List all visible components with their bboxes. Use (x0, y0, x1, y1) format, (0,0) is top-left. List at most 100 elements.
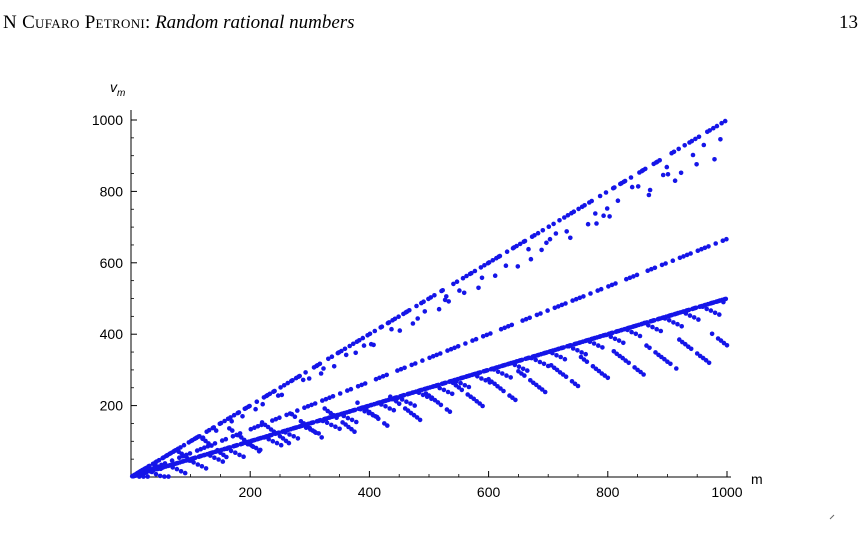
data-point (408, 401, 413, 406)
data-point (563, 374, 569, 380)
data-point (702, 245, 708, 251)
data-point (470, 338, 475, 343)
running-head: N Cufaro Petroni: Random rational number… (3, 12, 858, 36)
data-point (248, 426, 254, 432)
data-point (177, 455, 182, 461)
data-point (659, 262, 665, 268)
data-point (145, 474, 150, 479)
data-point (404, 399, 409, 405)
data-point (564, 229, 569, 234)
data-point (422, 309, 428, 314)
data-point (413, 361, 418, 366)
data-point (652, 318, 657, 323)
data-point (612, 336, 618, 342)
data-point (241, 454, 246, 460)
data-point (579, 350, 584, 355)
data-point (577, 295, 583, 301)
data-point (444, 294, 449, 299)
data-point (484, 332, 490, 338)
data-point (585, 221, 591, 227)
x-tick-label: 600 (477, 484, 501, 500)
data-point (514, 243, 519, 249)
data-point (297, 373, 303, 379)
data-point (598, 286, 604, 292)
data-point (522, 238, 528, 244)
data-point (398, 366, 404, 372)
data-point (515, 264, 521, 269)
data-point (588, 291, 593, 296)
data-point (607, 214, 612, 219)
data-point (319, 435, 325, 440)
data-point (337, 426, 342, 432)
data-point (629, 184, 635, 190)
data-point (284, 412, 289, 418)
x-tick-label: 200 (239, 484, 263, 500)
data-point (699, 246, 704, 252)
data-point (295, 408, 300, 413)
data-point (563, 301, 568, 306)
data-point (594, 221, 599, 226)
data-point (455, 344, 461, 349)
axes: 200 200 400 400 600 600 800 800 1000 1000 (92, 110, 743, 500)
data-point (575, 383, 581, 389)
data-point (169, 458, 175, 463)
data-point (323, 396, 329, 402)
data-point (691, 315, 697, 320)
data-point (622, 178, 628, 184)
data-point (285, 380, 291, 386)
data-point (270, 418, 275, 423)
data-point (500, 371, 505, 376)
data-point (254, 399, 260, 405)
data-point (633, 331, 639, 337)
data-point (352, 407, 358, 413)
data-point (609, 282, 615, 288)
data-point (647, 345, 652, 351)
data-point (436, 306, 442, 312)
data-point (348, 386, 354, 392)
data-point (541, 361, 547, 367)
data-point (247, 403, 252, 409)
data-point (694, 162, 699, 167)
data-point (373, 376, 379, 382)
data-point (696, 317, 701, 322)
data-point (329, 422, 334, 428)
data-point (466, 384, 472, 390)
data-point (237, 431, 243, 436)
data-point (508, 375, 513, 380)
data-point (379, 324, 385, 330)
data-point (277, 415, 282, 421)
data-point (582, 203, 587, 208)
data-point (666, 318, 672, 323)
data-point (302, 405, 307, 411)
y-tick-label: 400 (100, 326, 124, 342)
axis-labels: vm m (110, 79, 763, 487)
data-point (195, 462, 201, 467)
data-point (712, 310, 718, 316)
data-point (631, 274, 636, 279)
data-point (478, 370, 483, 375)
data-point (252, 425, 257, 431)
data-point (391, 407, 397, 413)
data-point (605, 375, 611, 381)
data-point (479, 376, 484, 381)
data-point (690, 152, 696, 158)
data-point (421, 299, 426, 305)
data-point (717, 312, 722, 317)
data-point (276, 430, 282, 436)
data-point (191, 460, 196, 465)
data-point (327, 395, 332, 401)
data-point (362, 381, 368, 386)
data-point (724, 343, 730, 348)
data-point (349, 417, 355, 423)
data-point (498, 326, 504, 332)
data-point (360, 335, 366, 341)
data-point (427, 355, 432, 361)
data-point (434, 352, 440, 358)
data-point (713, 241, 718, 246)
data-point (414, 303, 419, 309)
data-point (279, 392, 285, 398)
data-point (330, 394, 336, 399)
data-point (554, 353, 559, 358)
data-point (184, 452, 189, 458)
data-point (462, 383, 468, 388)
